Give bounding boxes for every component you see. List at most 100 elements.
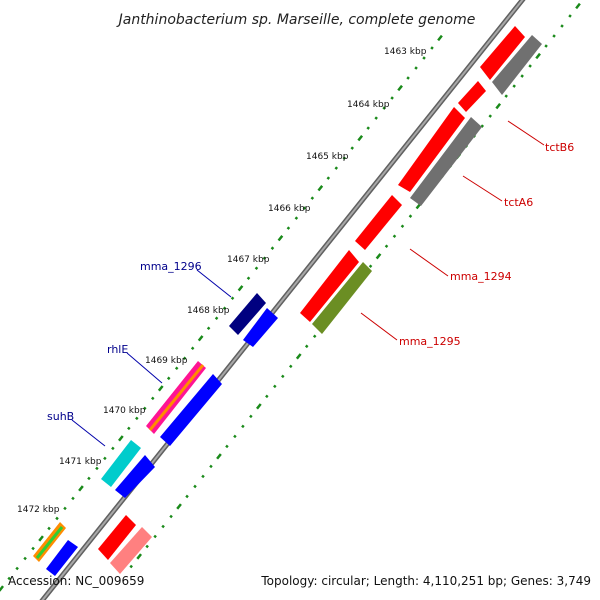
tick-mark-inner: [31, 546, 35, 551]
gene-rhlE-stripe: [148, 364, 205, 431]
tick-mark-outer: [176, 503, 182, 510]
tick-mark-outer: [560, 24, 564, 28]
tick-mark-inner: [38, 535, 44, 542]
kbp-label-1471: 1471 kbp: [59, 457, 102, 467]
label-tctA6: tctA6: [504, 196, 533, 209]
tick-mark-inner: [214, 316, 219, 321]
tick-mark-outer: [312, 334, 317, 339]
tick-mark-inner: [157, 385, 164, 392]
tick-mark-inner: [206, 326, 211, 331]
gene-mma1295: [312, 262, 372, 334]
accession-text: Accession: NC_009659: [8, 574, 144, 588]
kbp-label-1469: 1469 kbp: [145, 356, 188, 366]
tick-mark-inner: [78, 485, 84, 492]
tick-mark-inner: [174, 366, 179, 371]
label-leaders: [71, 120, 545, 447]
tick-mark-outer: [504, 94, 508, 98]
gene-labels: mma_1296 rhlE suhB tctB6 tctA6 mma_1294 …: [47, 141, 574, 423]
tick-mark-inner: [366, 126, 370, 130]
tick-mark-inner: [230, 296, 235, 300]
tick-mark-outer: [256, 403, 262, 410]
tick-mark-outer: [153, 534, 157, 539]
tick-mark-inner: [357, 134, 364, 142]
tick-mark-outer: [304, 344, 309, 349]
label-rhlE: rhlE: [107, 343, 128, 356]
tick-mark-outer: [392, 234, 397, 238]
tick-mark-outer: [400, 224, 405, 228]
tick-mark-outer: [575, 2, 581, 10]
tick-mark-outer: [495, 102, 502, 110]
tick-mark-inner: [182, 356, 187, 361]
tick-mark-inner: [143, 406, 147, 411]
kbp-label-1467: 1467 kbp: [227, 255, 270, 265]
gene-blue-4: [46, 540, 78, 576]
tick-mark-inner: [127, 426, 131, 431]
tick-mark-inner: [406, 76, 410, 80]
gene-red-bottom: [98, 515, 136, 560]
tick-mark-inner: [342, 156, 347, 160]
tick-mark-inner: [294, 216, 299, 220]
gene-tctA6-gray: [410, 117, 482, 206]
label-mma_1296: mma_1296: [140, 260, 202, 273]
tick-mark-outer: [161, 524, 165, 529]
tick-mark-inner: [237, 285, 244, 292]
tick-mark-inner: [246, 276, 251, 280]
tick-mark-inner: [111, 446, 115, 451]
tick-mark-outer: [265, 394, 269, 399]
tick-mark-inner: [95, 466, 99, 471]
tick-mark-inner: [87, 476, 91, 481]
tick-mark-outer: [480, 124, 485, 128]
tick-mark-inner: [397, 84, 403, 92]
tick-mark-outer: [488, 114, 492, 118]
tick-mark-outer: [209, 464, 213, 469]
tick-track-inner: [0, 34, 443, 592]
gene-small-red: [458, 81, 486, 112]
tick-mark-outer: [273, 384, 277, 389]
gene-mma1294-part: [355, 195, 402, 250]
tick-mark-inner: [270, 246, 275, 250]
tick-mark-inner: [326, 176, 331, 180]
tick-mark-outer: [169, 514, 173, 519]
tick-mark-inner: [422, 56, 426, 60]
tick-mark-inner: [350, 146, 354, 150]
map-title: Janthinobacterium sp. Marseille, complet…: [116, 12, 476, 28]
tick-mark-outer: [568, 14, 572, 18]
gene-blue-3: [115, 455, 155, 498]
kbp-label-1470: 1470 kbp: [103, 406, 146, 416]
tick-mark-outer: [512, 84, 516, 88]
tick-mark-inner: [197, 335, 204, 342]
tick-mark-outer: [249, 414, 253, 419]
label-mma_1294: mma_1294: [450, 270, 512, 283]
tick-mark-outer: [384, 244, 389, 248]
tick-mark-outer: [129, 564, 133, 569]
gene-blue-1: [243, 308, 278, 347]
kbp-label-1465: 1465 kbp: [306, 152, 349, 162]
tick-mark-outer: [225, 444, 229, 449]
tick-mark-inner: [135, 416, 139, 421]
gene-tctB6-part1: [480, 26, 525, 80]
tick-mark-inner: [286, 226, 291, 230]
tick-mark-outer: [289, 364, 293, 369]
tick-mark-inner: [302, 206, 307, 210]
tick-mark-outer: [552, 34, 556, 38]
tick-mark-outer: [193, 484, 197, 489]
topology-text: Topology: circular; Length: 4,110,251 bp…: [260, 574, 591, 588]
gene-mma1296: [229, 293, 266, 335]
tick-mark-inner: [334, 166, 339, 170]
tick-mark-inner: [15, 566, 19, 571]
tick-mark-inner: [222, 306, 227, 310]
tick-mark-outer: [535, 52, 541, 60]
tick-mark-inner: [254, 266, 259, 270]
tick-mark-outer: [241, 424, 245, 429]
tick-mark-inner: [430, 46, 434, 50]
forward-strand-genes: [33, 293, 278, 576]
tick-mark-inner: [317, 185, 324, 192]
tick-mark-outer: [544, 44, 548, 48]
tick-mark-inner: [390, 96, 394, 100]
tick-mark-outer: [528, 64, 532, 68]
tick-mark-outer: [136, 553, 143, 560]
kbp-label-1466: 1466 kbp: [268, 204, 311, 214]
tick-mark-outer: [520, 74, 524, 78]
label-mma_1295: mma_1295: [399, 335, 461, 348]
